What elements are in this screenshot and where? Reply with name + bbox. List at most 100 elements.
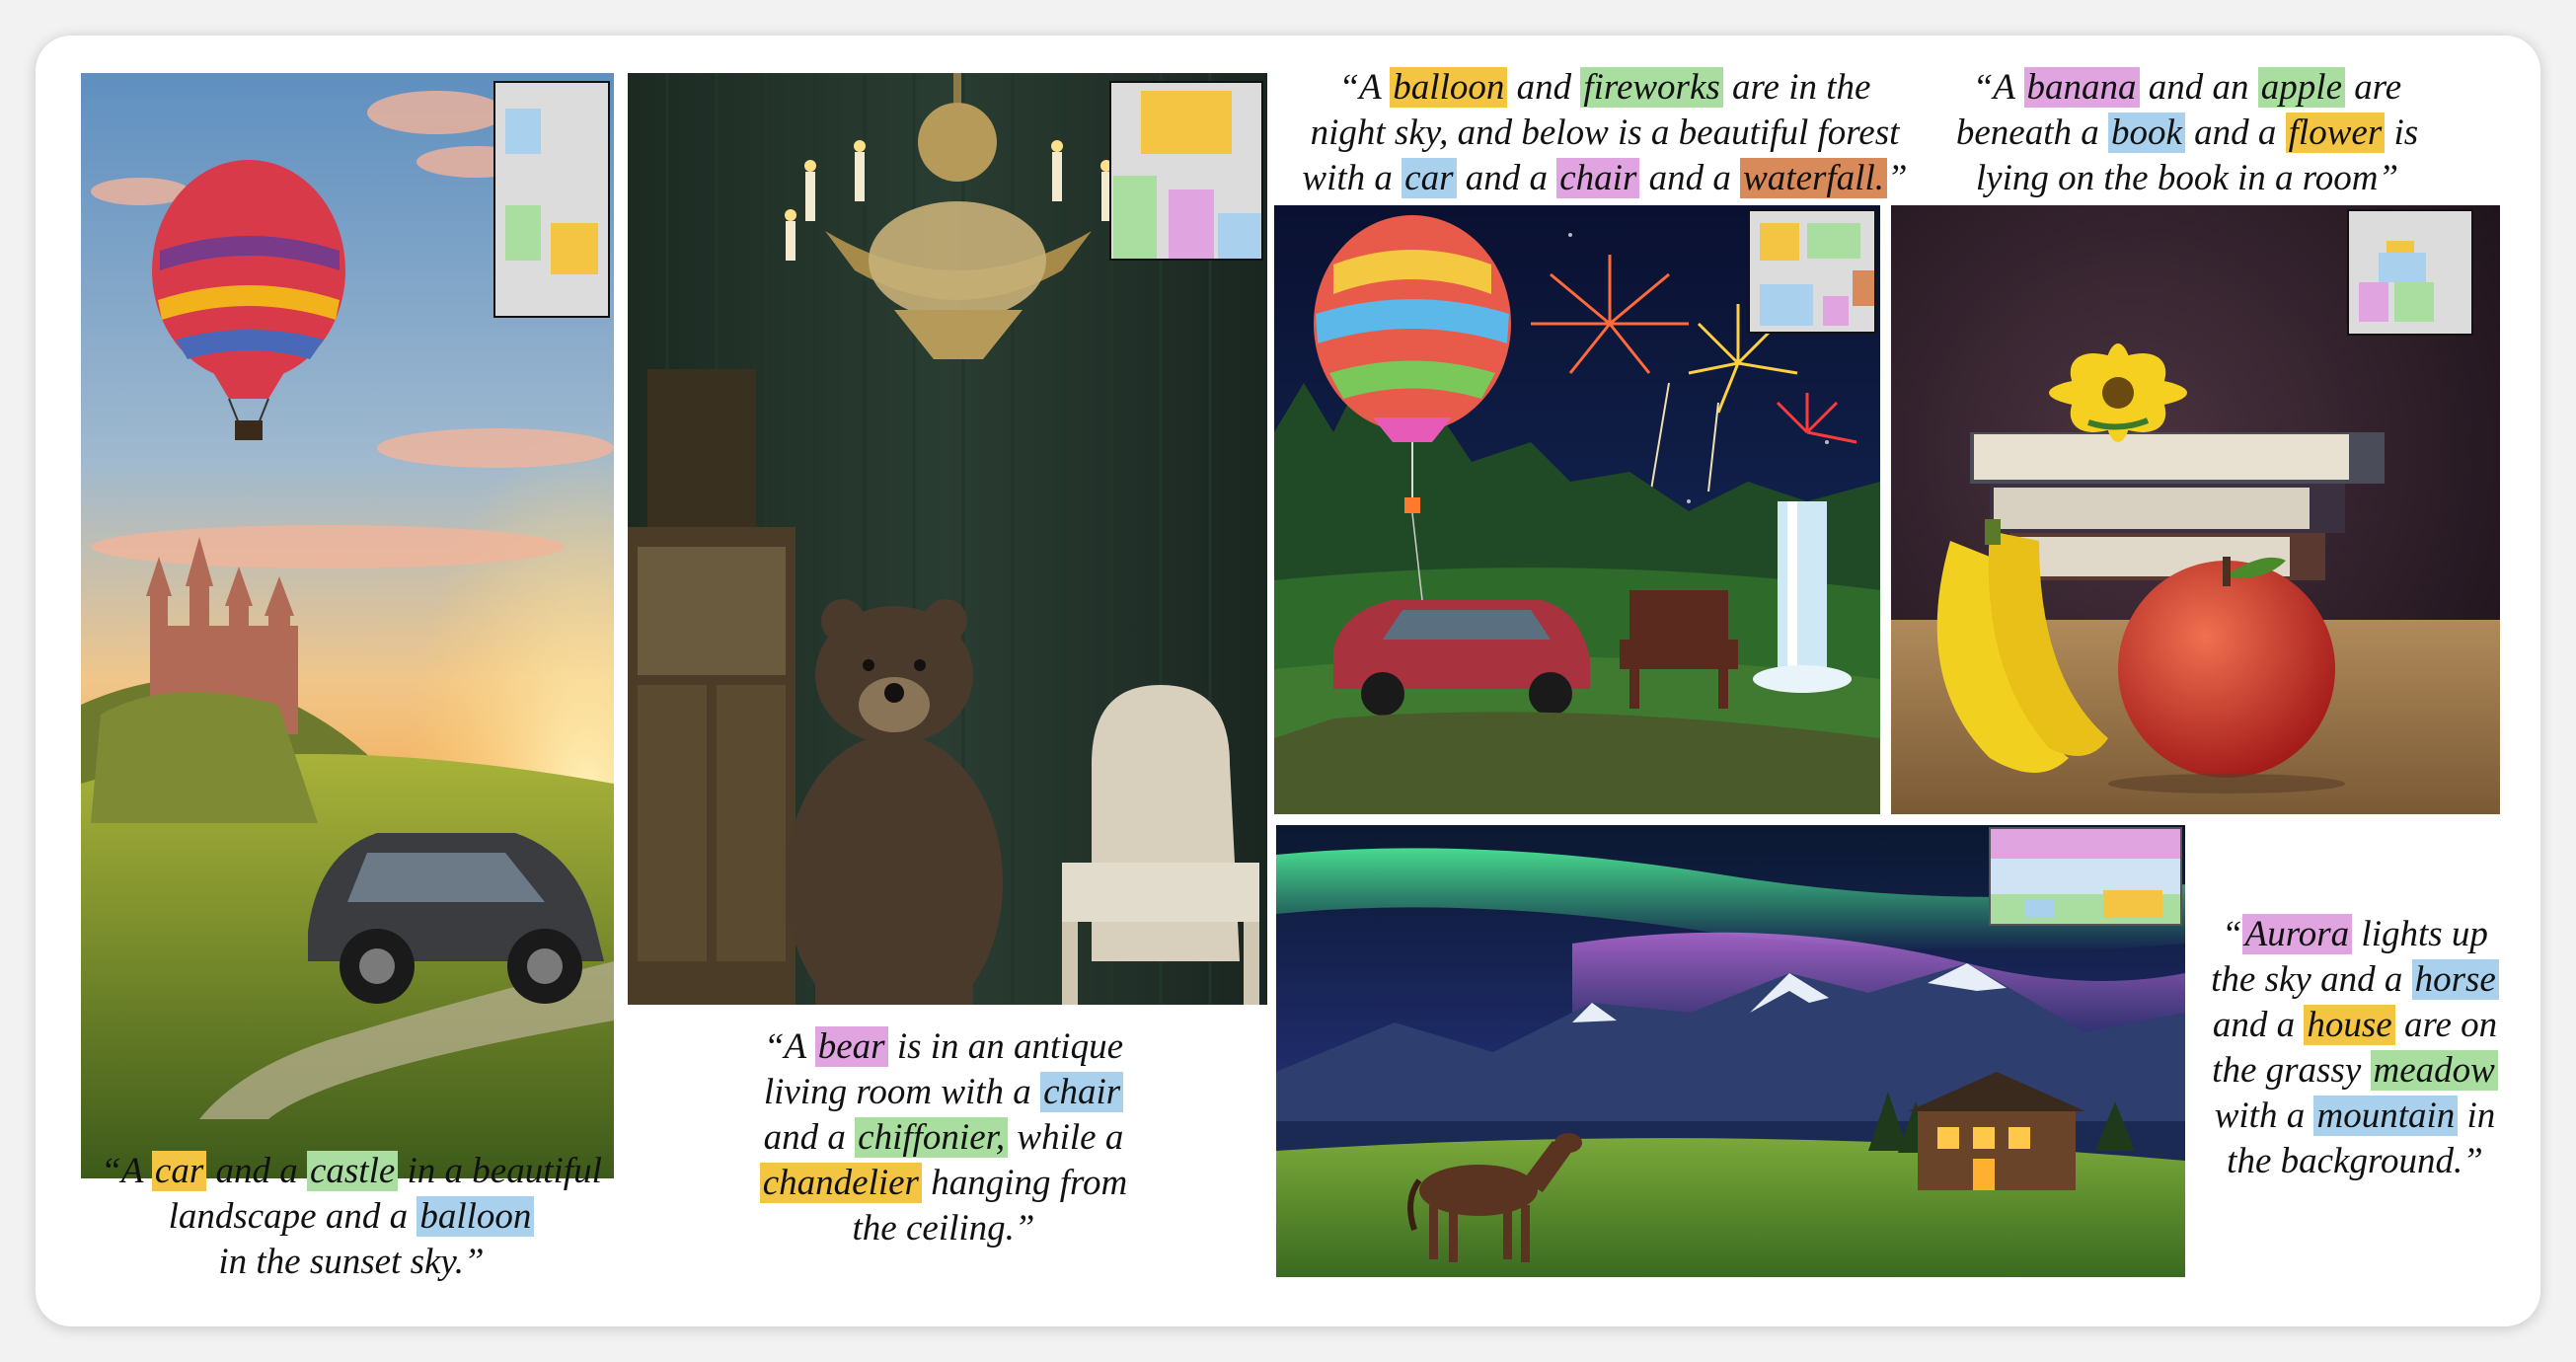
caption-text: and a bbox=[2184, 113, 2286, 153]
highlighted-object-word: castle bbox=[306, 1151, 399, 1191]
caption-balloon-fireworks: “A balloon and fireworks are in the night… bbox=[1259, 65, 1950, 201]
highlighted-object-word: balloon bbox=[417, 1196, 535, 1237]
highlighted-object-word: flower bbox=[2285, 113, 2386, 153]
caption-line: and a chiffonier, while a bbox=[687, 1115, 1200, 1161]
caption-text: ” bbox=[1886, 158, 1908, 198]
caption-text: and a bbox=[206, 1151, 307, 1191]
caption-bear-room: “A bear is in an antique living room with… bbox=[687, 1024, 1200, 1251]
layout-inset bbox=[2347, 209, 2473, 336]
caption-line: “A car and a castle in a beautiful bbox=[55, 1149, 647, 1194]
caption-text: “A bbox=[1972, 67, 2024, 108]
highlighted-object-word: apple bbox=[2257, 67, 2345, 108]
caption-line: living room with a chair bbox=[687, 1070, 1200, 1115]
layout-box-chiffonier bbox=[1113, 176, 1157, 259]
caption-text: and bbox=[1507, 67, 1581, 108]
caption-text: and a bbox=[1456, 158, 1557, 198]
layout-box-car bbox=[1760, 284, 1813, 326]
layout-box-mountain bbox=[1991, 859, 2180, 894]
layout-box-car bbox=[551, 223, 598, 274]
caption-line: the background.” bbox=[2187, 1139, 2523, 1184]
caption-text: in bbox=[2458, 1096, 2496, 1136]
layout-inset bbox=[1989, 827, 2182, 926]
caption-text: and a bbox=[2212, 1005, 2305, 1045]
layout-box-chandelier bbox=[1141, 91, 1232, 154]
caption-text: is in an antique bbox=[887, 1026, 1124, 1067]
caption-text: lights up bbox=[2352, 914, 2488, 954]
caption-text: “A bbox=[1338, 67, 1391, 108]
highlighted-object-word: horse bbox=[2411, 959, 2499, 1000]
layout-box-chair bbox=[1823, 296, 1849, 326]
caption-line: beneath a book and a flower is bbox=[1881, 111, 2493, 156]
highlighted-object-word: chair bbox=[1556, 158, 1640, 198]
layout-box-balloon bbox=[1760, 223, 1799, 261]
caption-text: “A bbox=[101, 1151, 152, 1191]
caption-text: while a bbox=[1008, 1117, 1124, 1158]
highlighted-object-word: chiffonier, bbox=[855, 1117, 1009, 1158]
highlighted-object-word: car bbox=[151, 1151, 207, 1191]
layout-box-apple bbox=[2394, 282, 2434, 322]
highlighted-object-word: waterfall. bbox=[1740, 158, 1887, 198]
highlighted-object-word: fireworks bbox=[1580, 67, 1723, 108]
caption-text: with a bbox=[2214, 1096, 2314, 1136]
caption-aurora: “Aurora lights up the sky and a horse and … bbox=[2187, 912, 2523, 1184]
caption-text: lying on the book in a room” bbox=[1975, 158, 2399, 198]
caption-line: landscape and a balloon bbox=[55, 1194, 647, 1240]
layout-box-chair bbox=[1218, 213, 1261, 259]
caption-text: are in the bbox=[1722, 67, 1871, 108]
caption-text: hanging from bbox=[921, 1163, 1128, 1203]
caption-line: the ceiling.” bbox=[687, 1206, 1200, 1251]
caption-text: night sky, and below is a beautiful fore… bbox=[1310, 113, 1900, 153]
layout-box-book bbox=[2379, 253, 2426, 282]
highlighted-object-word: car bbox=[1402, 158, 1457, 198]
layout-box-castle bbox=[505, 205, 541, 261]
caption-text: landscape and a bbox=[168, 1196, 417, 1237]
caption-line: the grassy meadow bbox=[2187, 1048, 2523, 1094]
caption-text: with a bbox=[1302, 158, 1402, 198]
layout-box-aurora bbox=[1991, 829, 2180, 859]
image-banana-apple bbox=[1891, 205, 2500, 814]
caption-text: are bbox=[2345, 67, 2402, 108]
highlighted-object-word: banana bbox=[2023, 67, 2140, 108]
caption-text: beneath a bbox=[1955, 113, 2108, 153]
caption-text: are on bbox=[2394, 1005, 2498, 1045]
image-aurora bbox=[1276, 825, 2185, 1277]
highlighted-object-word: book bbox=[2107, 113, 2185, 153]
layout-box-house bbox=[2103, 890, 2162, 918]
highlighted-object-word: house bbox=[2304, 1005, 2395, 1045]
highlighted-object-word: Aurora bbox=[2241, 914, 2353, 954]
layout-inset bbox=[493, 81, 610, 318]
image-balloon-fireworks bbox=[1274, 205, 1880, 814]
caption-line: “A bear is in an antique bbox=[687, 1024, 1200, 1070]
caption-car-castle-balloon: “A car and a castle in a beautiful landsc… bbox=[55, 1149, 647, 1285]
caption-text: “A bbox=[763, 1026, 815, 1067]
highlighted-object-word: meadow bbox=[2370, 1050, 2498, 1091]
layout-box-waterfall bbox=[1853, 270, 1874, 306]
highlighted-object-word: mountain bbox=[2313, 1096, 2459, 1136]
caption-line: with a mountain in bbox=[2187, 1094, 2523, 1139]
caption-line: chandelier hanging from bbox=[687, 1161, 1200, 1206]
caption-line: and a house are on bbox=[2187, 1003, 2523, 1048]
caption-text: and a bbox=[1639, 158, 1741, 198]
layout-inset bbox=[1748, 209, 1876, 334]
caption-text: “ bbox=[2222, 914, 2242, 954]
layout-box-fireworks bbox=[1807, 223, 1860, 259]
highlighted-object-word: bear bbox=[814, 1026, 888, 1067]
caption-text: the ceiling.” bbox=[852, 1208, 1035, 1248]
figure-card: “A car and a castle in a beautiful landsc… bbox=[36, 36, 2540, 1326]
layout-inset bbox=[1109, 81, 1263, 261]
caption-line: in the sunset sky.” bbox=[55, 1240, 647, 1285]
layout-box-banana bbox=[2359, 282, 2388, 322]
caption-text: the background.” bbox=[2227, 1141, 2483, 1181]
caption-line: night sky, and below is a beautiful fore… bbox=[1259, 111, 1950, 156]
caption-line: “A banana and an apple are bbox=[1881, 65, 2493, 111]
image-car-castle-balloon bbox=[81, 73, 614, 1178]
caption-line: the sky and a horse bbox=[2187, 957, 2523, 1003]
layout-box-flower bbox=[2387, 241, 2414, 253]
caption-line: “A balloon and fireworks are in the bbox=[1259, 65, 1950, 111]
layout-box-bear bbox=[1169, 189, 1214, 259]
layout-box-horse bbox=[2024, 900, 2054, 918]
caption-text: living room with a bbox=[763, 1072, 1041, 1112]
caption-text: in the sunset sky.” bbox=[218, 1242, 485, 1282]
caption-line: lying on the book in a room” bbox=[1881, 156, 2493, 201]
highlighted-object-word: chair bbox=[1040, 1072, 1124, 1112]
